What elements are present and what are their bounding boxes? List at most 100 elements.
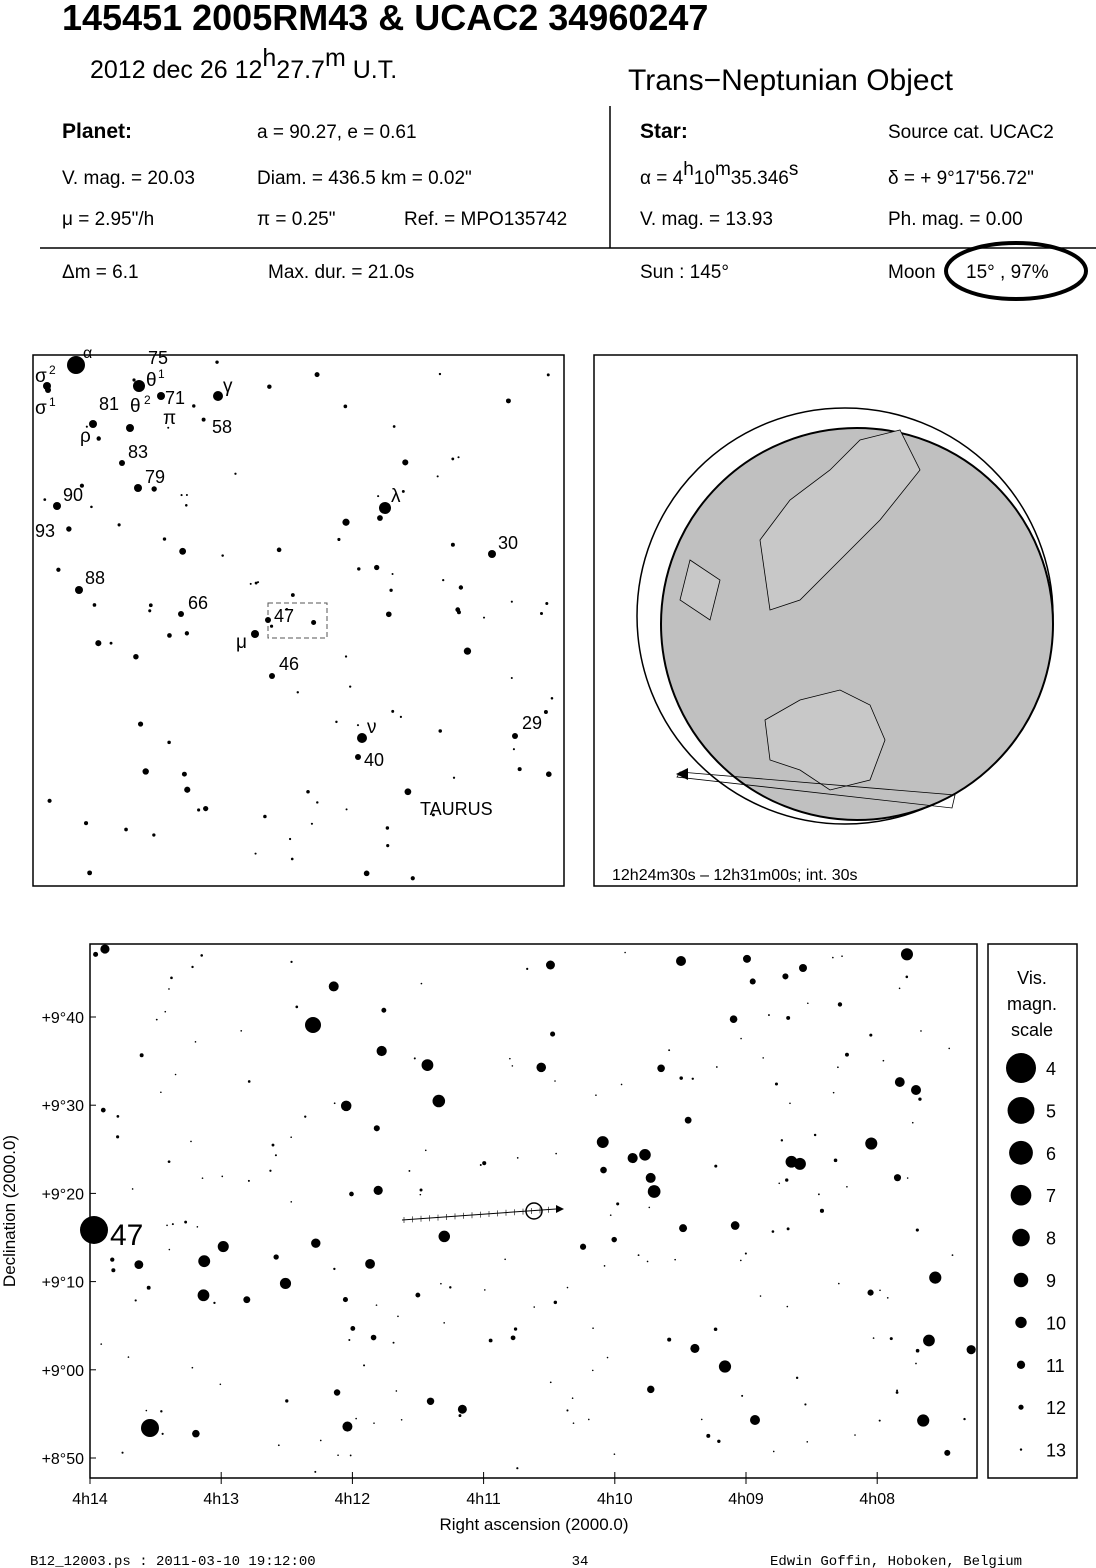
star [110,1257,115,1262]
y-tick-label: +9°00 [42,1363,85,1380]
star [243,1296,251,1304]
star [363,1364,366,1367]
star [879,1289,881,1292]
star [667,1337,672,1342]
star [819,1208,825,1213]
alpha-part: h [683,159,694,180]
star [785,1178,789,1182]
star [854,1434,856,1436]
star [377,495,380,498]
scale-title: Vis. [1017,968,1047,988]
alpha-part: 10 [694,168,715,189]
star [314,372,320,378]
star [274,1154,277,1157]
star [951,1254,954,1256]
y-tick-label: +8°50 [42,1451,85,1468]
star [381,1007,387,1013]
finder-label: ν [367,717,377,738]
star [184,786,191,793]
star [127,1356,130,1358]
star [966,1345,976,1355]
star [391,573,394,576]
star [333,1102,336,1105]
star [419,1188,423,1192]
star [647,1385,655,1394]
star [277,1444,280,1447]
star [865,1137,878,1150]
star [900,948,913,961]
star [373,1185,383,1195]
star [134,1260,144,1270]
star [167,633,172,638]
star [109,641,113,645]
star [554,1080,556,1082]
finder-frame [32,354,565,887]
star [451,457,455,461]
star [963,1417,966,1421]
star [512,748,515,751]
star [181,771,187,777]
star [545,601,549,605]
finder-label: 75 [148,348,168,368]
star [438,1230,451,1243]
star [335,720,338,724]
star [674,1258,676,1261]
star [166,1224,168,1227]
star [340,1100,352,1112]
star [197,1289,210,1302]
star [778,1182,781,1185]
star [729,1015,738,1023]
star [609,1214,612,1216]
scale-dot [1007,1096,1035,1124]
star [911,1121,914,1124]
finder-label: 40 [364,750,384,770]
x-tick-label: 4h11 [466,1491,501,1508]
finder-label: θ [130,396,141,417]
finder-label: 83 [128,442,148,462]
scale-dot [1018,1404,1024,1410]
star [328,981,339,992]
finder-label: γ [223,376,233,397]
star [392,425,396,428]
star [717,1439,721,1443]
star [516,1157,519,1159]
star [449,1286,452,1289]
x-tick-label: 4h13 [203,1491,239,1508]
star [920,1030,922,1032]
star [488,550,496,558]
finder-label: 66 [188,593,208,613]
star [458,1414,462,1418]
star [436,475,439,478]
star [386,844,390,848]
star [844,1052,849,1057]
star [767,1014,770,1017]
star [151,486,157,492]
finder-label: 2 [144,393,151,407]
star [100,1107,106,1113]
star [806,1441,809,1443]
star [116,1135,120,1139]
star [131,1188,134,1190]
star [146,1285,151,1290]
star [421,1059,434,1071]
star [124,827,128,832]
parallax: π = 0.25" [257,209,336,230]
star [596,1136,609,1148]
star [355,754,361,760]
star [92,603,97,607]
star [167,740,171,745]
star [217,1240,229,1253]
star [348,1338,351,1342]
star [155,1018,158,1021]
star [221,1175,224,1178]
star [240,1029,243,1032]
star [889,1337,893,1341]
star [838,1282,840,1285]
star [95,640,102,647]
star [645,1172,656,1183]
finder-label: ρ [80,426,91,447]
star [571,1397,574,1400]
star [505,398,511,404]
star [742,954,751,963]
globe-caption: 12h24m30s – 12h31m00s; int. 30s [612,867,858,884]
